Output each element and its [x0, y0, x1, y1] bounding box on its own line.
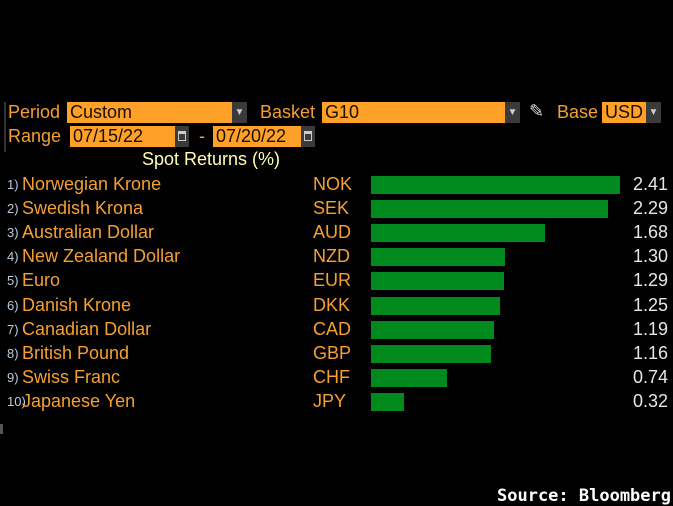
bar — [371, 320, 494, 339]
row-number: 2) — [7, 201, 19, 217]
calendar-icon[interactable] — [301, 126, 315, 147]
range-separator: - — [199, 126, 205, 146]
left-edge — [4, 102, 6, 152]
currency-name[interactable]: Swiss Franc — [22, 366, 121, 387]
basket-dropdown-icon[interactable]: ▼ — [505, 102, 520, 123]
currency-name[interactable]: New Zealand Dollar — [22, 246, 181, 267]
currency-code: CHF — [313, 366, 350, 387]
currency-code: JPY — [313, 390, 347, 411]
value-label: 2.29 — [632, 198, 668, 219]
value-label: 1.19 — [632, 318, 668, 339]
currency-name[interactable]: Japanese Yen — [22, 390, 136, 411]
period-dropdown-icon[interactable]: ▼ — [232, 102, 247, 123]
chart-row[interactable]: 2) Swedish Krona SEK 2.29 — [0, 196, 673, 220]
row-number: 9) — [7, 369, 19, 385]
currency-name[interactable]: Euro — [22, 270, 61, 291]
currency-code: CAD — [313, 318, 352, 339]
currency-name[interactable]: Swedish Krona — [22, 198, 144, 219]
value-label: 0.32 — [632, 390, 668, 411]
value-label: 1.29 — [632, 270, 668, 291]
currency-name[interactable]: Norwegian Krone — [22, 174, 162, 194]
currency-name[interactable]: Australian Dollar — [22, 222, 155, 243]
row-number: 7) — [7, 321, 19, 337]
currency-code: AUD — [313, 222, 352, 243]
chart-row[interactable]: 1) Norwegian Krone NOK 2.41 — [0, 172, 673, 196]
value-label: 2.41 — [632, 174, 668, 194]
bar — [371, 296, 501, 315]
chart-row[interactable]: 7) Canadian Dollar CAD 1.19 — [0, 317, 673, 341]
row-number: 5) — [7, 273, 19, 289]
base-label: Base — [557, 102, 599, 122]
value-label: 0.74 — [632, 366, 668, 387]
row-number: 3) — [7, 225, 19, 241]
bar — [371, 392, 405, 411]
currency-code: GBP — [313, 342, 352, 363]
pencil-icon[interactable]: ✎ — [529, 101, 545, 121]
bar — [371, 200, 608, 219]
currency-name[interactable]: Danish Krone — [22, 294, 132, 315]
period-label: Period — [8, 102, 61, 122]
chart-title: Spot Returns (%) — [142, 149, 281, 169]
currency-name[interactable]: British Pound — [22, 342, 130, 363]
calendar-icon[interactable] — [175, 126, 189, 147]
bar — [371, 344, 491, 363]
chart-row[interactable]: 6) Danish Krone DKK 1.25 — [0, 293, 673, 317]
chart-row[interactable]: 4) New Zealand Dollar NZD 1.30 — [0, 244, 673, 268]
base-dropdown-icon[interactable]: ▼ — [646, 102, 661, 123]
currency-code: DKK — [313, 294, 351, 315]
range-label: Range — [8, 126, 62, 146]
value-label: 1.30 — [632, 246, 668, 267]
value-label: 1.25 — [632, 294, 668, 315]
currency-code: NOK — [313, 174, 353, 194]
row-number: 4) — [7, 249, 19, 265]
row-number: 6) — [7, 297, 19, 313]
period-select[interactable]: Custom — [67, 102, 232, 123]
range-end-input[interactable]: 07/20/22 — [213, 126, 301, 147]
row-number: 8) — [7, 345, 19, 361]
chart-row[interactable]: 10) Japanese Yen JPY 0.32 — [0, 389, 673, 413]
bar — [371, 368, 448, 387]
row-number: 1) — [7, 177, 19, 192]
currency-code: NZD — [313, 246, 350, 267]
chart-row[interactable]: 8) British Pound GBP 1.16 — [0, 341, 673, 365]
scroll-marker[interactable] — [0, 424, 3, 434]
basket-select[interactable]: G10 — [322, 102, 505, 123]
source-label: Source: Bloomberg — [497, 486, 671, 506]
chart-row[interactable]: 3) Australian Dollar AUD 1.68 — [0, 220, 673, 244]
currency-code: EUR — [313, 270, 352, 291]
value-label: 1.16 — [632, 342, 668, 363]
range-start-input[interactable]: 07/15/22 — [70, 126, 175, 147]
bar — [371, 248, 506, 267]
chart-row[interactable]: 9) Swiss Franc CHF 0.74 — [0, 365, 673, 389]
basket-label: Basket — [260, 102, 316, 122]
currency-name[interactable]: Canadian Dollar — [22, 318, 152, 339]
row-number: 10) — [7, 393, 26, 409]
chart-row[interactable]: 5) Euro EUR 1.29 — [0, 268, 673, 292]
base-select[interactable]: USD — [602, 102, 646, 123]
value-label: 1.68 — [632, 222, 668, 243]
bar — [371, 272, 505, 291]
currency-code: SEK — [313, 198, 350, 219]
bar — [371, 176, 620, 194]
bar — [371, 224, 545, 243]
